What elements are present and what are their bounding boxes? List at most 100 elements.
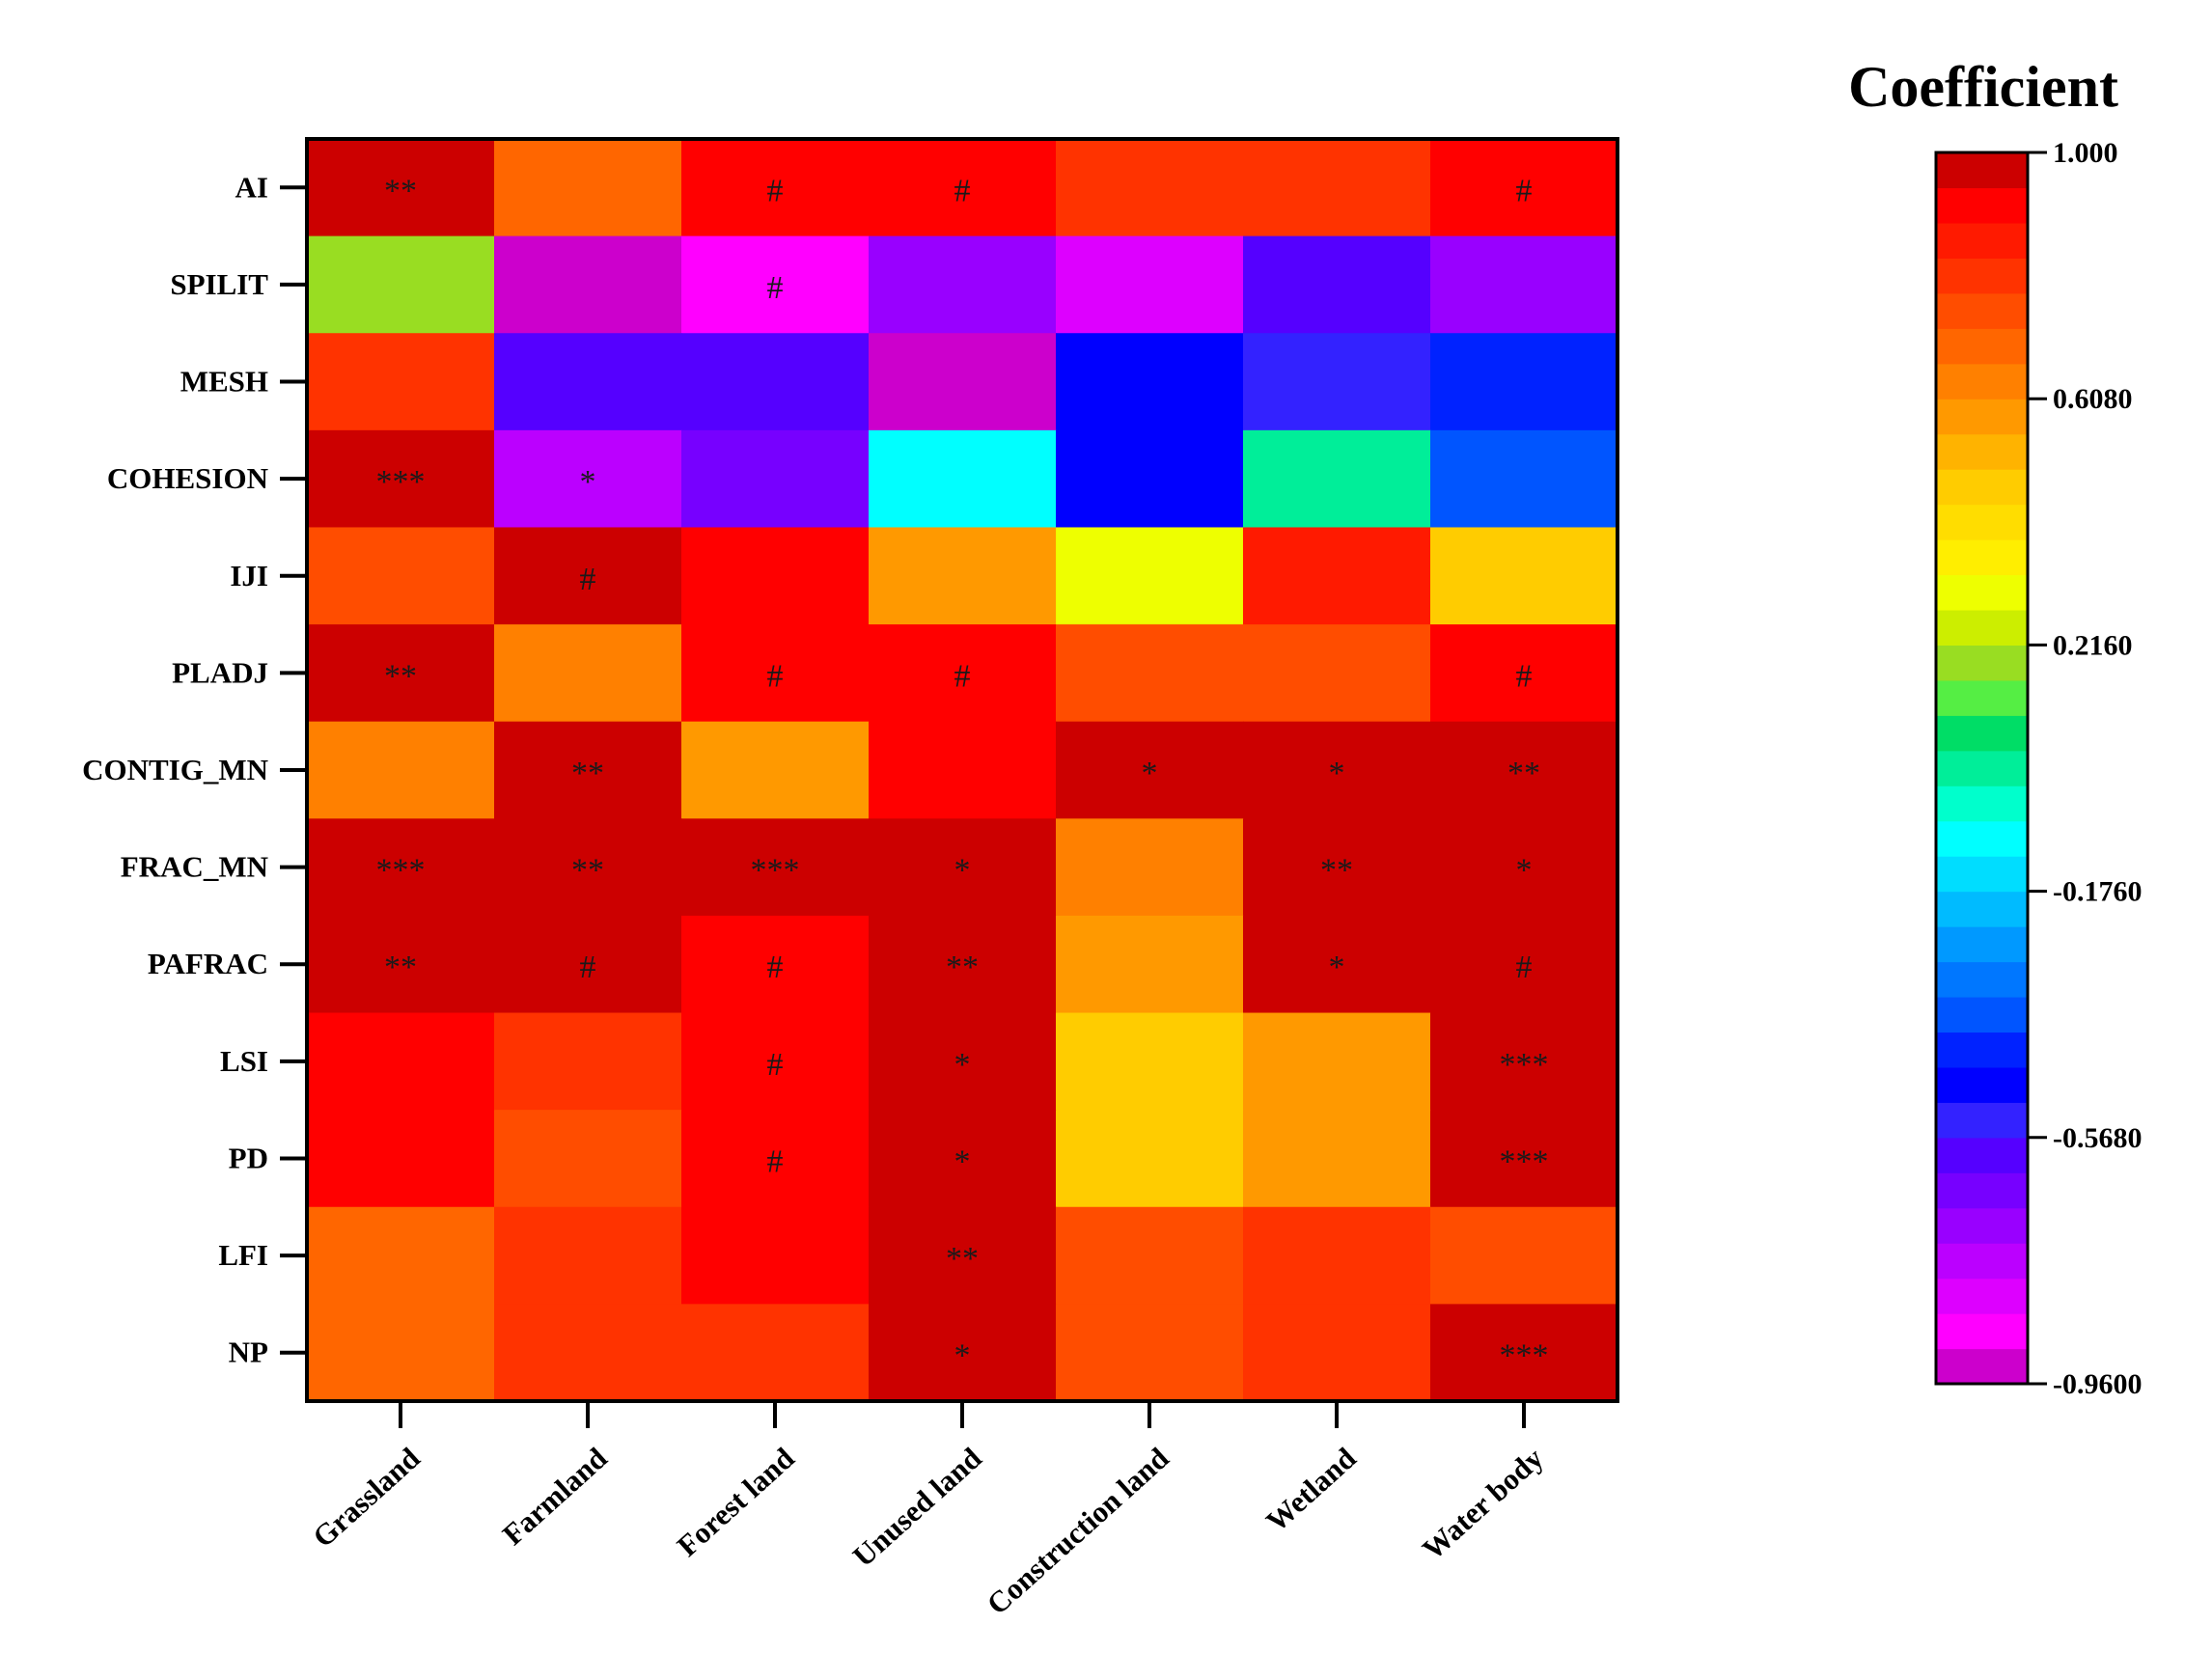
heatmap-cell-11-4 [1056,1206,1244,1305]
significance-label: *** [376,853,426,889]
heatmap-cell-5-1 [494,624,682,723]
significance-label: # [767,270,784,306]
heatmap-cell-9-1 [494,1012,682,1111]
colorbar-band [1936,750,2028,786]
heatmap-cell-5-4 [1056,624,1244,723]
colorbar-band [1936,539,2028,576]
significance-label: * [954,1143,971,1179]
heatmap-cell-6-1 [494,721,682,819]
heatmap-cell-8-5 [1243,915,1431,1014]
colorbar-band [1936,891,2028,927]
significance-label: ** [946,1241,979,1277]
colorbar-band [1936,292,2028,329]
heatmap-cell-8-6 [1430,915,1618,1014]
colorbar-tick-label: -0.9600 [2053,1368,2143,1400]
heatmap-cell-10-5 [1243,1110,1431,1208]
y-tick-label: LSI [220,1044,268,1078]
heatmap-cell-4-2 [681,527,870,625]
y-tick-label: SPILIT [170,267,268,301]
y-axis: AI SPILIT MESH COHESION IJI PLADJ CONTIG_MN FRA… [82,170,307,1369]
colorbar-band [1936,1313,2028,1350]
heatmap-cell-3-4 [1056,429,1244,529]
heatmap-cell-8-4 [1056,915,1244,1014]
significance-label: # [767,950,784,985]
heatmap-cell-11-1 [494,1206,682,1305]
colorbar-tick-label: 1.000 [2053,137,2118,169]
y-tick-label: FRAC_MN [121,850,268,884]
colorbar-band [1936,679,2028,716]
colorbar-band [1936,363,2028,399]
significance-label: # [580,562,596,597]
heatmap-cell-6-6 [1430,721,1618,819]
heatmap-cell-3-1 [494,429,682,529]
heatmap-cell-10-3 [869,1110,1057,1208]
heatmap-cell-11-5 [1243,1206,1431,1305]
heatmap-cell-1-6 [1430,235,1618,334]
heatmap-cell-8-0 [307,915,495,1014]
heatmap-cell-9-0 [307,1012,495,1111]
significance-label: ** [946,950,979,985]
y-tick-label: LFI [218,1238,268,1272]
x-tick-label: Unused land [846,1441,988,1573]
colorbar-band [1936,574,2028,611]
heatmap-cell-4-4 [1056,527,1244,625]
colorbar-band [1936,222,2028,259]
significance-label: *** [376,464,426,500]
significance-label: *** [1500,1143,1549,1179]
heatmap-cells [307,139,1618,1402]
colorbar-band [1936,1278,2028,1314]
colorbar-band [1936,961,2028,998]
heatmap-cell-10-4 [1056,1110,1244,1208]
significance-label: ** [384,173,417,208]
colorbar-bands [1936,152,2028,1385]
heatmap-cell-3-2 [681,429,870,529]
heatmap-cell-7-2 [681,818,870,917]
heatmap-cell-10-2 [681,1110,870,1208]
y-tick-label: IJI [230,559,268,592]
heatmap-cell-2-0 [307,333,495,431]
heatmap-cell-1-2 [681,235,870,334]
heatmap-cell-3-3 [869,429,1057,529]
heatmap-cell-5-0 [307,624,495,723]
colorbar-band [1936,1172,2028,1209]
colorbar-band [1936,1032,2028,1068]
significance-label: ** [571,853,604,889]
heatmap-cell-1-1 [494,235,682,334]
significance-label: * [954,1047,971,1083]
significance-label: *** [1500,1047,1549,1083]
significance-label: *** [751,853,800,889]
heatmap-cell-4-6 [1430,527,1618,625]
heatmap-cell-2-3 [869,333,1057,431]
heatmap-cell-9-2 [681,1012,870,1111]
colorbar-band [1936,926,2028,963]
colorbar-tick-label: -0.1760 [2053,876,2143,908]
colorbar: Coefficient 1.000 0.6080 0.2160 -0.1760 -0.5… [1848,55,2142,1400]
heatmap-cell-5-6 [1430,624,1618,723]
heatmap-cell-7-0 [307,818,495,917]
significance-label: * [1329,756,1345,791]
heatmap-cell-12-3 [869,1304,1057,1402]
y-tick-label: COHESION [107,461,268,495]
colorbar-band [1936,820,2028,857]
significance-marks: ** # # ##*** *#** # # #** * * ***** ** *** * ** *** # # **… [376,173,1549,1373]
colorbar-band [1936,504,2028,540]
heatmap-cell-4-5 [1243,527,1431,625]
heatmap-cell-7-1 [494,818,682,917]
heatmap-cell-6-3 [869,721,1057,819]
heatmap-cell-2-5 [1243,333,1431,431]
heatmap-cell-11-2 [681,1206,870,1305]
x-axis: Grassland Farmland Forest land Unused landC… [306,1401,1550,1621]
x-tick-label: Construction land [981,1441,1175,1621]
significance-label: # [954,658,971,694]
heatmap-cell-5-2 [681,624,870,723]
heatmap-cell-4-0 [307,527,495,625]
heatmap-cell-3-0 [307,429,495,529]
y-tick-label: PAFRAC [148,947,268,980]
heatmap-cell-12-2 [681,1304,870,1402]
y-tick-label: CONTIG_MN [82,753,268,786]
colorbar-band [1936,1348,2028,1385]
heatmap-cell-3-6 [1430,429,1618,529]
heatmap-cell-6-5 [1243,721,1431,819]
significance-label: * [954,853,971,889]
